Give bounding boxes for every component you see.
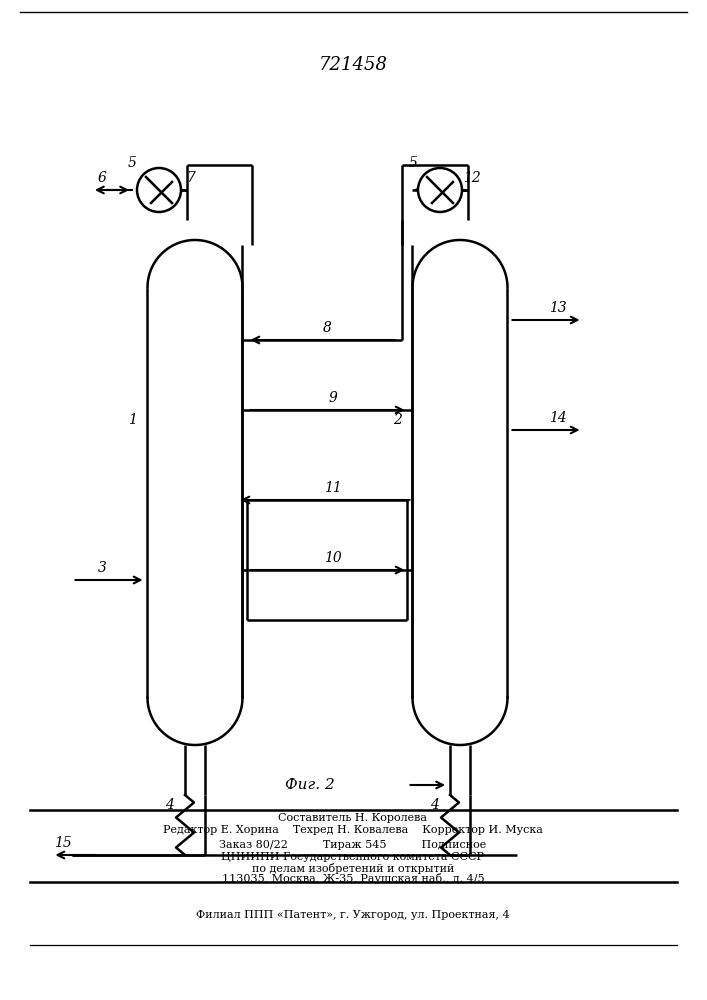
Text: 113035, Москва, Ж-35, Раушская наб., д. 4/5: 113035, Москва, Ж-35, Раушская наб., д. … [222, 874, 484, 884]
Circle shape [137, 168, 181, 212]
Text: 14: 14 [549, 411, 566, 425]
Text: 1: 1 [128, 413, 137, 427]
Text: по делам изобретений и открытий: по делам изобретений и открытий [252, 862, 454, 874]
Text: 8: 8 [323, 321, 332, 335]
Text: 721458: 721458 [318, 56, 387, 74]
Text: 5: 5 [127, 156, 136, 170]
Text: Составитель Н. Королева: Составитель Н. Королева [279, 813, 428, 823]
Text: 15: 15 [54, 836, 71, 850]
Circle shape [418, 168, 462, 212]
Text: 13: 13 [549, 301, 566, 315]
Text: 7: 7 [187, 171, 195, 185]
Text: Заказ 80/22          Тираж 545          Подписное: Заказ 80/22 Тираж 545 Подписное [219, 840, 486, 850]
Text: 11: 11 [324, 481, 341, 495]
Text: Редактор Е. Хорина    Техред Н. Ковалева    Корректор И. Муска: Редактор Е. Хорина Техред Н. Ковалева Ко… [163, 825, 543, 835]
Text: 2: 2 [393, 413, 402, 427]
Text: 6: 6 [98, 171, 107, 185]
Text: 9: 9 [328, 391, 337, 405]
Text: 4: 4 [430, 798, 438, 812]
Text: ЦНИИПИ Государственного комитета СССР: ЦНИИПИ Государственного комитета СССР [221, 852, 484, 862]
Text: 10: 10 [324, 551, 341, 565]
Text: 4: 4 [165, 798, 173, 812]
Text: 3: 3 [98, 561, 107, 575]
Text: Фиг. 2: Фиг. 2 [285, 778, 335, 792]
Text: 12: 12 [463, 171, 481, 185]
Text: Филиал ППП «Патент», г. Ужгород, ул. Проектная, 4: Филиал ППП «Патент», г. Ужгород, ул. Про… [196, 910, 510, 920]
Text: 5: 5 [409, 156, 417, 170]
